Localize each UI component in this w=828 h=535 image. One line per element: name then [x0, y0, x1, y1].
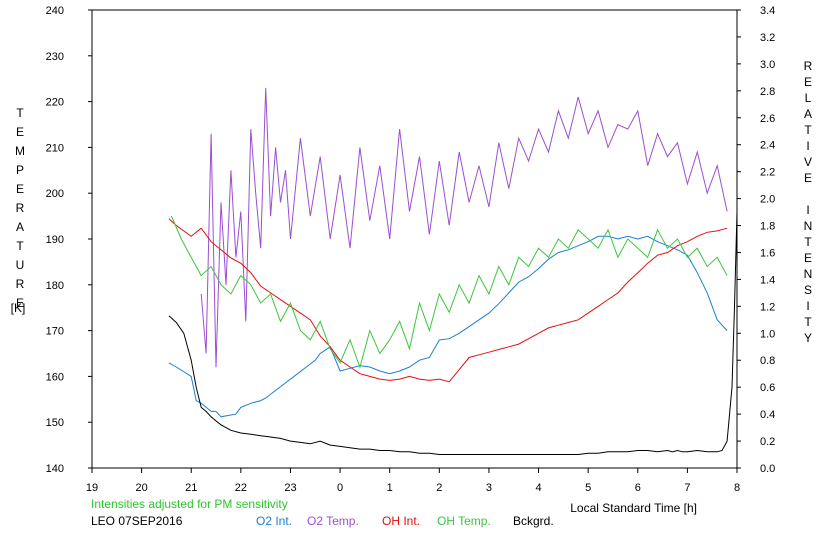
series-bckgrd [168, 212, 738, 455]
left-tick-label: 140 [46, 463, 64, 475]
right-tick-label: 3.0 [760, 59, 775, 71]
series-o2-int [168, 235, 728, 418]
legend-entry: Bckgrd. [513, 514, 554, 528]
right-tick-label: 1.4 [760, 274, 775, 286]
x-tick-label: 20 [135, 482, 147, 494]
right-axis-ticks: 0.0 0.2 0.4 0.6 0.8 1.0 1.2 1.4 1.6 1.8 2.0 2.2 2.4 2… [737, 5, 775, 475]
x-tick-label: 3 [486, 482, 492, 494]
right-tick-label: 2.0 [760, 194, 775, 206]
left-tick-label: 180 [46, 280, 64, 292]
x-tick-label: 8 [734, 482, 740, 494]
x-axis-label: Local Standard Time [h] [570, 501, 697, 515]
right-axis-letter: T [804, 235, 812, 249]
right-axis-letter: I [806, 299, 809, 313]
x-tick-label: 7 [684, 482, 690, 494]
right-tick-label: 2.2 [760, 167, 775, 179]
left-axis-letter: E [16, 296, 24, 310]
left-axis-unit: [K] [11, 301, 26, 315]
left-axis-letter: E [16, 182, 24, 196]
x-tick-label: 23 [284, 482, 296, 494]
left-tick-label: 220 [46, 97, 64, 109]
right-axis-letter: I [806, 139, 809, 153]
left-axis-letter: T [16, 106, 24, 120]
right-axis-letter: S [804, 283, 812, 297]
left-axis-letter: P [16, 163, 24, 177]
left-axis-letter: T [16, 239, 24, 253]
right-tick-label: 3.4 [760, 5, 775, 17]
left-tick-label: 210 [46, 142, 64, 154]
left-axis-ticks: 140 150 160 170 180 190 200 210 220 230 240 [46, 5, 92, 475]
left-tick-label: 240 [46, 5, 64, 17]
right-axis-letter: N [804, 267, 813, 281]
legend-entry: O2 Int. [256, 514, 292, 528]
left-axis-letter: M [15, 144, 25, 158]
right-tick-label: 2.6 [760, 113, 775, 125]
left-axis-letter: A [16, 220, 24, 234]
right-axis-letter: Y [804, 331, 812, 345]
left-tick-label: 150 [46, 417, 64, 429]
series-layer [168, 87, 738, 455]
right-axis-letter: I [806, 203, 809, 217]
series-o2-temp [200, 87, 728, 368]
right-tick-label: 2.4 [760, 140, 775, 152]
left-tick-label: 160 [46, 371, 64, 383]
note-text: Intensities adjusted for PM sensitivity [91, 497, 288, 511]
right-axis-letter: R [804, 59, 813, 73]
right-axis-letter: E [804, 171, 812, 185]
right-axis-letter: V [804, 155, 812, 169]
right-tick-label: 1.6 [760, 247, 775, 259]
right-axis-letter: A [804, 107, 812, 121]
right-axis-letter: T [804, 123, 812, 137]
right-tick-label: 0.8 [760, 355, 775, 367]
right-tick-label: 0.6 [760, 382, 775, 394]
x-tick-label: 21 [185, 482, 197, 494]
right-tick-label: 3.2 [760, 32, 775, 44]
right-axis-letter: N [804, 219, 813, 233]
left-axis-letter: E [16, 125, 24, 139]
series-oh-int [168, 218, 728, 383]
right-axis-letter: E [804, 251, 812, 265]
right-tick-label: 0.0 [760, 463, 775, 475]
right-tick-label: 1.0 [760, 328, 775, 340]
right-axis-letter: E [804, 75, 812, 89]
left-tick-label: 230 [46, 51, 64, 63]
left-tick-label: 170 [46, 326, 64, 338]
x-tick-label: 5 [585, 482, 591, 494]
station-label: LEO 07SEP2016 [91, 514, 183, 528]
x-tick-label: 6 [635, 482, 641, 494]
right-axis-letter: T [804, 315, 812, 329]
right-tick-label: 2.8 [760, 86, 775, 98]
left-axis-letter: R [16, 277, 25, 291]
x-tick-label: 0 [337, 482, 343, 494]
left-tick-label: 200 [46, 188, 64, 200]
legend-entry: O2 Temp. [307, 514, 359, 528]
left-axis-letter: R [16, 201, 25, 215]
x-tick-label: 1 [387, 482, 393, 494]
left-axis-letter: U [16, 258, 25, 272]
x-tick-label: 4 [535, 482, 541, 494]
left-tick-label: 190 [46, 234, 64, 246]
legend: O2 Int. O2 Temp. OH Int. OH Temp. Bckgrd. [256, 514, 554, 528]
legend-entry: OH Int. [382, 514, 420, 528]
right-tick-label: 1.2 [760, 301, 775, 313]
right-tick-label: 1.8 [760, 221, 775, 233]
x-tick-label: 19 [86, 482, 98, 494]
right-axis-letter: L [805, 91, 812, 105]
x-tick-label: 22 [235, 482, 247, 494]
x-tick-label: 2 [436, 482, 442, 494]
right-tick-label: 0.2 [760, 436, 775, 448]
series-oh-temp [170, 215, 728, 369]
x-axis-ticks: 19 20 21 22 23 0 1 2 3 4 5 6 7 8 [86, 468, 740, 494]
legend-entry: OH Temp. [437, 514, 491, 528]
plot-frame [91, 9, 738, 469]
right-tick-label: 0.4 [760, 409, 775, 421]
